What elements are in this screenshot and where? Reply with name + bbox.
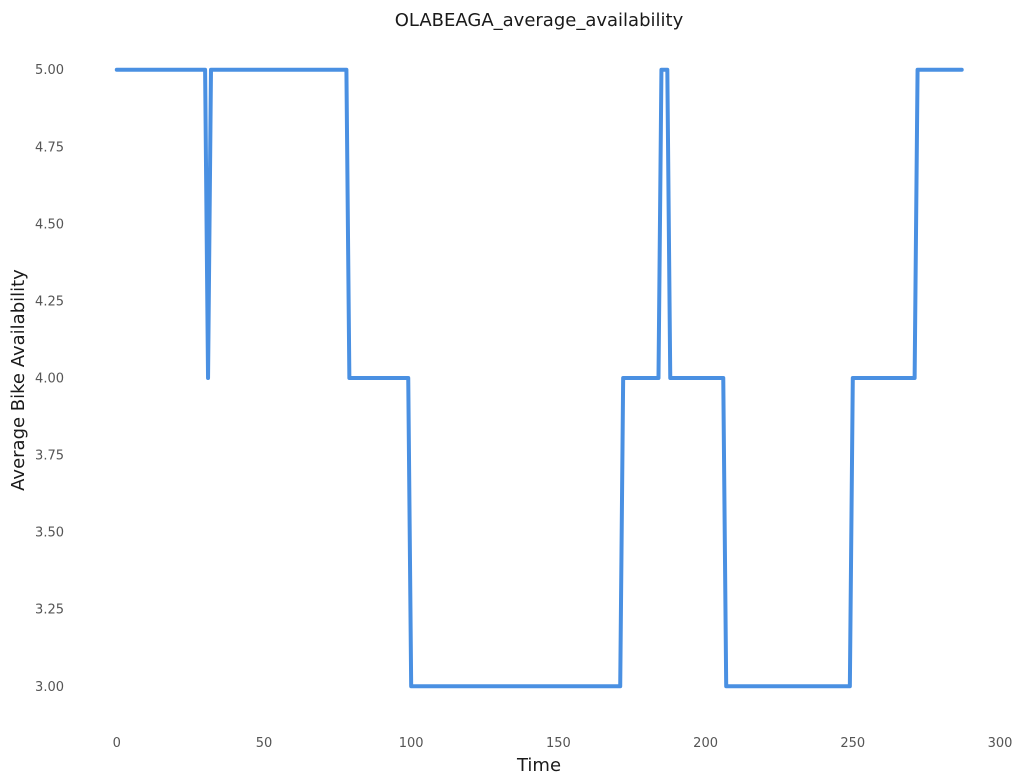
y-tick-label-2: 3.50 bbox=[35, 526, 64, 541]
y-tick-label-4: 4.00 bbox=[35, 372, 64, 387]
x-tick-label-4: 200 bbox=[693, 736, 718, 751]
x-axis-ticks: 0 50 100 150 200 250 300 bbox=[113, 736, 1013, 751]
y-tick-label-6: 4.50 bbox=[35, 217, 64, 232]
plot-area bbox=[114, 67, 964, 689]
y-tick-label-0: 3.00 bbox=[35, 680, 64, 695]
y-tick-label-3: 3.75 bbox=[35, 449, 64, 464]
x-tick-label-6: 300 bbox=[988, 736, 1013, 751]
y-tick-label-1: 3.25 bbox=[35, 603, 64, 618]
x-tick-label-1: 50 bbox=[256, 736, 273, 751]
x-tick-label-0: 0 bbox=[113, 736, 121, 751]
y-tick-label-8: 5.00 bbox=[35, 63, 64, 78]
series-line-0 bbox=[114, 67, 964, 689]
y-axis-ticks: 3.00 3.25 3.50 3.75 4.00 4.25 4.50 4.75 5.00 bbox=[35, 63, 64, 695]
x-axis-label: Time bbox=[516, 755, 561, 776]
x-tick-label-2: 100 bbox=[399, 736, 424, 751]
y-tick-label-5: 4.25 bbox=[35, 294, 64, 309]
chart-title: OLABEAGA_average_availability bbox=[395, 10, 684, 31]
x-tick-label-5: 250 bbox=[840, 736, 865, 751]
y-tick-label-7: 4.75 bbox=[35, 140, 64, 155]
y-axis-label: Average Bike Availability bbox=[8, 269, 29, 491]
x-tick-label-3: 150 bbox=[546, 736, 571, 751]
